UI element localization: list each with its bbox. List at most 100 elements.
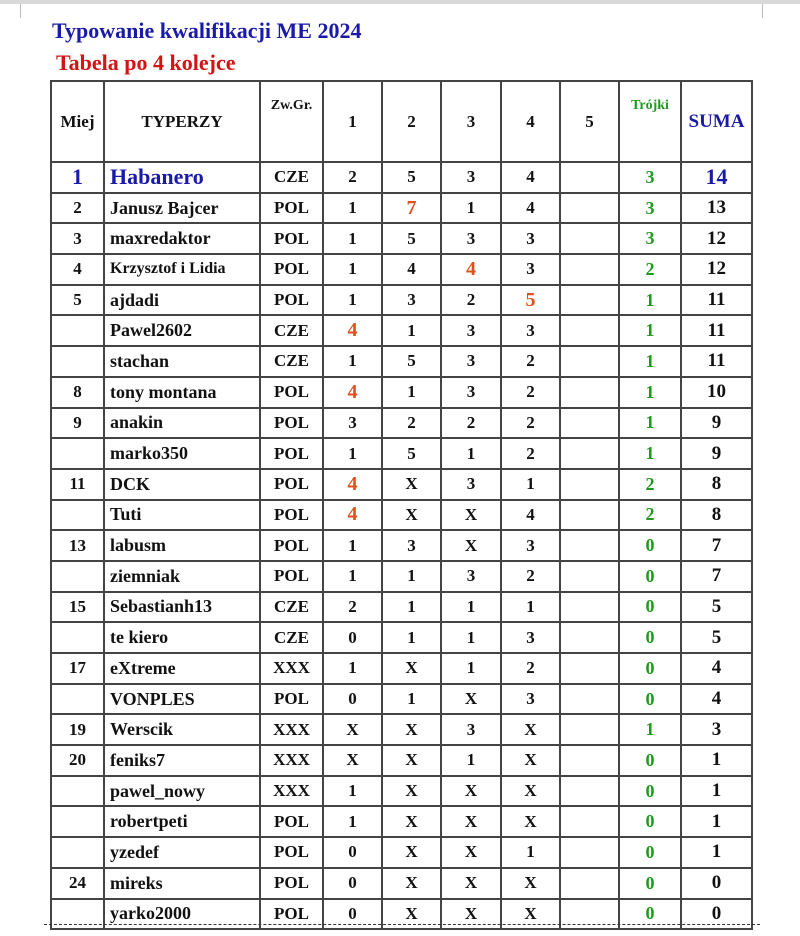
trojki-cell: 1 xyxy=(618,713,682,747)
round-5-cell xyxy=(559,652,620,685)
round-3-cell: 2 xyxy=(440,283,502,317)
round-5-cell xyxy=(559,314,620,348)
round-4-cell: X xyxy=(500,805,561,839)
round-4-cell: 5 xyxy=(500,283,561,317)
round-3-cell: 1 xyxy=(440,621,502,654)
group-cell: POL xyxy=(259,375,324,409)
round-2-cell: X xyxy=(381,866,442,900)
round-3-cell: 4 xyxy=(440,253,502,286)
round-1-cell: 2 xyxy=(322,161,383,194)
round-2-cell: X xyxy=(381,713,442,747)
player-name: yzedef xyxy=(103,836,261,869)
round-4-cell: 1 xyxy=(500,590,561,624)
group-cell: POL xyxy=(259,682,324,716)
round-5-cell xyxy=(559,774,620,808)
round-1-cell: 1 xyxy=(322,283,383,317)
table-row: pawel_nowy XXX 1 X X X 0 1 xyxy=(50,774,753,808)
trojki-cell: 1 xyxy=(618,345,682,378)
round-3-cell: 3 xyxy=(440,222,502,256)
trojki-cell: 1 xyxy=(618,406,682,440)
round-4-cell: 4 xyxy=(500,161,561,194)
group-cell: CZE xyxy=(259,161,324,194)
round-4-cell: 3 xyxy=(500,529,561,562)
round-5-cell xyxy=(559,161,620,194)
player-name: eXtreme xyxy=(103,652,261,685)
group-cell: POL xyxy=(259,437,324,470)
table-row: 20 feniks7 XXX X X 1 X 0 1 xyxy=(50,744,753,777)
table-row: 5 ajdadi POL 1 3 2 5 1 11 xyxy=(50,283,753,317)
round-2-cell: 7 xyxy=(381,191,442,225)
player-name: Habanero xyxy=(103,161,261,194)
round-4-cell: 3 xyxy=(500,621,561,654)
header-trojki: Trójki xyxy=(618,80,682,163)
round-5-cell xyxy=(559,345,620,378)
header-round-2: 2 xyxy=(381,80,442,163)
group-cell: POL xyxy=(259,559,324,593)
round-3-cell: 1 xyxy=(440,590,502,624)
round-3-cell: 3 xyxy=(440,345,502,378)
group-cell: POL xyxy=(259,805,324,839)
trojki-cell: 0 xyxy=(618,744,682,777)
trojki-cell: 3 xyxy=(618,161,682,194)
header-round-1: 1 xyxy=(322,80,383,163)
round-1-cell: 1 xyxy=(322,529,383,562)
sum-cell: 5 xyxy=(680,621,753,654)
sum-cell: 14 xyxy=(680,161,753,194)
table-row: 11 DCK POL 4 X 3 1 2 8 xyxy=(50,467,753,501)
group-cell: POL xyxy=(259,253,324,286)
round-4-cell: 4 xyxy=(500,498,561,532)
trojki-cell: 2 xyxy=(618,253,682,286)
round-2-cell: 1 xyxy=(381,559,442,593)
table-row: Tuti POL 4 X X 4 2 8 xyxy=(50,498,753,532)
round-1-cell: 1 xyxy=(322,559,383,593)
trojki-cell: 0 xyxy=(618,836,682,869)
sum-cell: 7 xyxy=(680,559,753,593)
place-cell xyxy=(50,805,105,839)
page-corner-mark xyxy=(762,4,763,18)
round-3-cell: 1 xyxy=(440,744,502,777)
round-3-cell: 3 xyxy=(440,375,502,409)
group-cell: POL xyxy=(259,222,324,256)
place-cell xyxy=(50,836,105,869)
place-cell: 13 xyxy=(50,529,105,562)
round-5-cell xyxy=(559,744,620,777)
round-4-cell: 2 xyxy=(500,375,561,409)
place-cell xyxy=(50,498,105,532)
player-name: tony montana xyxy=(103,375,261,409)
header-group: Zw.Gr. xyxy=(259,80,324,163)
round-2-cell: 3 xyxy=(381,283,442,317)
place-cell xyxy=(50,774,105,808)
round-3-cell: 1 xyxy=(440,191,502,225)
table-row: 13 labusm POL 1 3 X 3 0 7 xyxy=(50,529,753,562)
round-5-cell xyxy=(559,590,620,624)
round-4-cell: 3 xyxy=(500,682,561,716)
round-3-cell: X xyxy=(440,836,502,869)
round-1-cell: 1 xyxy=(322,805,383,839)
header-round-5: 5 xyxy=(559,80,620,163)
standings-table: Miej TYPERZY Zw.Gr. 1 2 3 4 5 Trójki SUM… xyxy=(50,80,753,931)
round-2-cell: X xyxy=(381,652,442,685)
player-name: Tuti xyxy=(103,498,261,532)
place-cell: 8 xyxy=(50,375,105,409)
table-row: 24 mireks POL 0 X X X 0 0 xyxy=(50,866,753,900)
sum-cell: 12 xyxy=(680,222,753,256)
round-4-cell: 2 xyxy=(500,406,561,440)
group-cell: CZE xyxy=(259,621,324,654)
round-5-cell xyxy=(559,682,620,716)
round-3-cell: 1 xyxy=(440,437,502,470)
page-corner-mark xyxy=(20,4,21,18)
document-subtitle: Tabela po 4 kolejce xyxy=(56,50,236,75)
round-3-cell: 3 xyxy=(440,467,502,501)
sum-cell: 5 xyxy=(680,590,753,624)
trojki-cell: 0 xyxy=(618,559,682,593)
place-cell xyxy=(50,345,105,378)
round-5-cell xyxy=(559,283,620,317)
trojki-cell: 0 xyxy=(618,866,682,900)
round-2-cell: 3 xyxy=(381,529,442,562)
sum-cell: 3 xyxy=(680,713,753,747)
header-sum: SUMA xyxy=(680,80,753,163)
round-3-cell: 3 xyxy=(440,559,502,593)
player-name: anakin xyxy=(103,406,261,440)
player-name: pawel_nowy xyxy=(103,774,261,808)
place-cell xyxy=(50,682,105,716)
